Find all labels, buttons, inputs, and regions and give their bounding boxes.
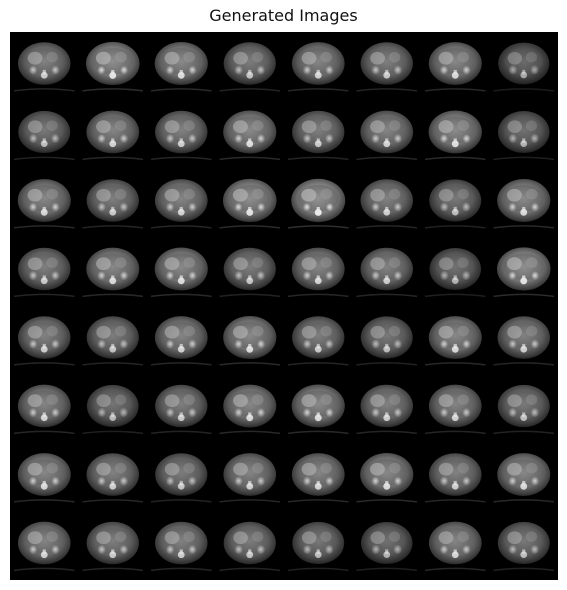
generated-image-tile: [82, 521, 144, 572]
generated-image-tile: [356, 453, 418, 503]
generated-image-tile: [356, 42, 418, 92]
generated-image-tile: [356, 521, 418, 572]
generated-image-tile: [287, 178, 349, 229]
image-grid: [10, 32, 558, 580]
generated-image-tile: [424, 179, 486, 229]
generated-image-tile: [287, 384, 349, 435]
generated-image-tile: [82, 110, 144, 161]
generated-image-tile: [13, 453, 75, 503]
generated-image-tile: [82, 247, 144, 298]
generated-image-tile: [13, 179, 75, 229]
generated-image-tile: [424, 316, 486, 366]
generated-image-tile: [287, 316, 349, 366]
generated-image-tile: [356, 110, 418, 161]
generated-image-tile: [287, 247, 349, 298]
generated-image-tile: [424, 384, 486, 435]
generated-image-tile: [287, 453, 349, 503]
generated-image-tile: [219, 453, 281, 503]
generated-image-tile: [150, 521, 212, 572]
generated-image-tile: [493, 179, 555, 229]
image-grid-canvas: [13, 41, 555, 572]
generated-image-tile: [219, 384, 281, 435]
generated-image-tile: [493, 42, 555, 92]
generated-image-tile: [82, 41, 144, 92]
generated-image-tile: [287, 42, 349, 92]
generated-image-tile: [493, 316, 555, 366]
figure-title: Generated Images: [209, 6, 358, 25]
generated-image-tile: [219, 316, 281, 366]
generated-image-tile: [219, 247, 281, 298]
generated-image-tile: [356, 247, 418, 298]
generated-image-tile: [150, 110, 212, 161]
generated-image-tile: [424, 247, 486, 298]
generated-image-tile: [493, 453, 555, 503]
generated-image-tile: [150, 179, 212, 229]
generated-image-tile: [150, 384, 212, 435]
generated-image-tile: [219, 521, 281, 572]
generated-image-tile: [356, 179, 418, 229]
generated-image-tile: [356, 384, 418, 435]
generated-image-tile: [493, 247, 555, 298]
generated-image-tile: [356, 316, 418, 366]
generated-image-tile: [82, 453, 144, 503]
generated-image-tile: [219, 178, 281, 229]
generated-image-tile: [493, 384, 555, 435]
generated-image-tile: [13, 42, 75, 92]
generated-image-tile: [13, 316, 75, 366]
generated-image-tile: [424, 42, 486, 92]
generated-image-tile: [287, 110, 349, 161]
generated-image-tile: [287, 521, 349, 572]
generated-image-tile: [424, 521, 486, 572]
generated-image-tile: [493, 110, 555, 161]
generated-image-tile: [150, 247, 212, 298]
generated-image-tile: [13, 110, 75, 161]
generated-image-tile: [219, 110, 281, 161]
generated-image-tile: [150, 316, 212, 366]
generated-image-tile: [13, 384, 75, 435]
generated-image-tile: [82, 384, 144, 435]
generated-image-tile: [424, 453, 486, 503]
generated-image-tile: [13, 521, 75, 572]
generated-image-tile: [13, 247, 75, 298]
generated-image-tile: [82, 316, 144, 366]
generated-image-tile: [493, 521, 555, 572]
generated-image-tile: [424, 110, 486, 161]
generated-image-tile: [150, 453, 212, 503]
generated-image-tile: [219, 42, 281, 92]
generated-image-tile: [150, 42, 212, 92]
generated-image-tile: [82, 179, 144, 229]
